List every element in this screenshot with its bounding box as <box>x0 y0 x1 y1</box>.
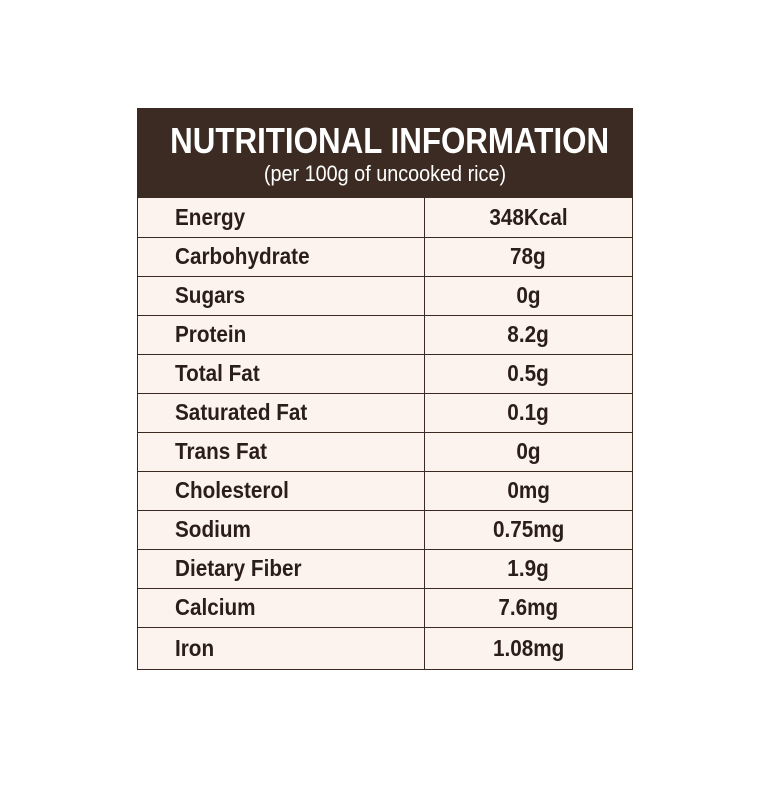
nutrition-table: Energy 348Kcal Carbohydrate 78g Sugars 0… <box>138 198 632 669</box>
table-row: Sodium 0.75mg <box>138 509 632 549</box>
table-row: Trans Fat 0g <box>138 431 632 471</box>
nutrient-label: Energy <box>138 198 425 237</box>
nutrient-label: Saturated Fat <box>138 392 425 432</box>
table-row: Calcium 7.6mg <box>138 587 632 627</box>
table-row: Protein 8.2g <box>138 314 632 354</box>
nutrient-value: 78g <box>424 236 632 276</box>
nutrient-label: Cholesterol <box>138 470 425 510</box>
nutrient-value: 348Kcal <box>489 203 568 230</box>
nutrition-panel: NUTRITIONAL INFORMATION (per 100g of unc… <box>137 108 633 670</box>
nutrient-label: Sodium <box>138 509 425 549</box>
nutrient-value: 0.75mg <box>424 509 632 549</box>
nutrient-value: 0g <box>424 431 632 471</box>
nutrient-value: 8.2g <box>424 314 632 354</box>
nutrient-label: Protein <box>138 314 425 354</box>
nutrient-value: 0.5g <box>424 353 632 393</box>
nutrient-value: 7.6mg <box>424 587 632 627</box>
nutrient-label: Sugars <box>138 275 425 315</box>
nutrient-value: 0g <box>424 275 632 315</box>
table-row: Carbohydrate 78g <box>138 236 632 276</box>
nutrient-label: Dietary Fiber <box>138 548 425 588</box>
nutrient-label: Trans Fat <box>138 431 425 471</box>
nutrient-label: Calcium <box>138 587 425 627</box>
table-row: Energy 348Kcal <box>138 198 632 237</box>
nutrient-value: 0mg <box>424 470 632 510</box>
table-row: Dietary Fiber 1.9g <box>138 548 632 588</box>
nutrition-header: NUTRITIONAL INFORMATION (per 100g of unc… <box>138 109 632 198</box>
nutrition-title: NUTRITIONAL INFORMATION <box>170 120 610 161</box>
table-row: Total Fat 0.5g <box>138 353 632 393</box>
nutrient-label: Total Fat <box>138 353 425 393</box>
nutrient-value: 1.9g <box>424 548 632 588</box>
nutrient-label: Iron <box>138 626 425 669</box>
nutrient-value: 0.1g <box>424 392 632 432</box>
nutrient-value: 1.08mg <box>424 626 632 669</box>
table-row: Sugars 0g <box>138 275 632 315</box>
nutrient-label: Carbohydrate <box>138 236 425 276</box>
table-row: Saturated Fat 0.1g <box>138 392 632 432</box>
nutrition-subtitle: (per 100g of uncooked rice) <box>263 161 507 186</box>
table-row: Iron 1.08mg <box>138 626 632 669</box>
table-row: Cholesterol 0mg <box>138 470 632 510</box>
